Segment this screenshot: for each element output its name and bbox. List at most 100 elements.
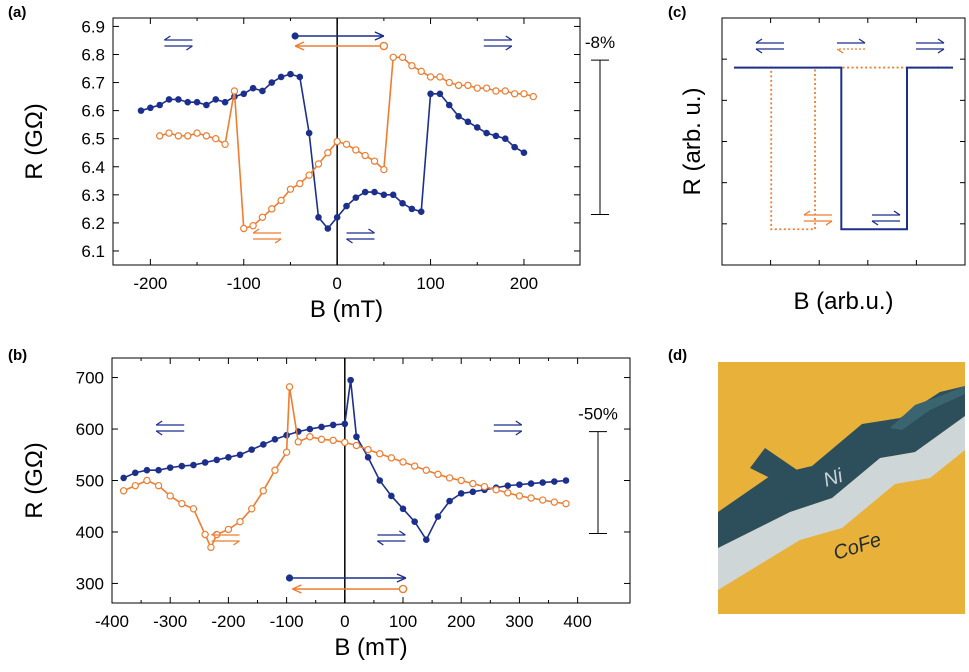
- data-point: [527, 494, 535, 502]
- data-point: [473, 124, 481, 131]
- data-point: [341, 420, 349, 428]
- data-point: [445, 474, 454, 482]
- data-point: [271, 466, 279, 474]
- data-point: [492, 132, 500, 140]
- data-point: [175, 96, 182, 103]
- series-line-blue: [734, 66, 953, 231]
- direction-arrows-left-c-barb: [755, 38, 763, 44]
- data-point: [361, 151, 369, 160]
- data-point: [370, 157, 379, 165]
- data-point: [510, 90, 519, 98]
- data-point: [282, 448, 291, 456]
- data-point: [221, 98, 229, 106]
- data-point: [131, 481, 139, 490]
- domain-arrows-top-c: [836, 38, 866, 54]
- domain-arrows-blue-c: [871, 210, 901, 226]
- x-tick-label: -100: [270, 612, 304, 631]
- data-point: [207, 543, 215, 552]
- data-point: [143, 466, 151, 474]
- data-point: [353, 433, 360, 441]
- data-point: [201, 530, 209, 539]
- data-point: [492, 87, 500, 95]
- data-point: [422, 466, 430, 474]
- data-point: [178, 462, 186, 470]
- data-point: [550, 498, 559, 506]
- data-point: [504, 489, 512, 497]
- sweep-arrow-down-b-head: [292, 584, 302, 594]
- data-point: [190, 461, 197, 469]
- data-point: [259, 87, 266, 95]
- data-point: [285, 383, 294, 391]
- y-tick-label: 6.4: [81, 158, 105, 177]
- data-point: [324, 149, 332, 157]
- data-point: [516, 481, 523, 488]
- data-point: [184, 132, 192, 140]
- data-point: [426, 73, 435, 81]
- direction-arrows-left-c-barb: [755, 48, 763, 54]
- data-point: [193, 98, 201, 106]
- data-point: [492, 486, 500, 494]
- x-tick-label: 300: [505, 612, 533, 631]
- data-point: [445, 101, 453, 109]
- data-point: [352, 441, 361, 450]
- direction-arrows-left-a: [164, 35, 193, 51]
- data-point: [248, 446, 255, 453]
- data-point: [271, 436, 279, 443]
- domain-arrows-orange-c: [803, 210, 833, 226]
- sweep-arrow-down-a-head: [294, 41, 305, 51]
- x-tick-label: -400: [95, 612, 129, 631]
- y-tick-label: 600: [76, 420, 104, 439]
- data-point: [212, 96, 220, 103]
- device-sketch: [718, 362, 965, 614]
- sweep-arrow-up-a-tail: [291, 32, 299, 40]
- direction-arrows-right-a: [483, 35, 513, 51]
- y-axis-label: R (GΩ): [21, 103, 48, 180]
- data-point: [364, 454, 372, 461]
- scale-bar: [589, 431, 607, 535]
- data-point: [464, 118, 472, 126]
- data-point: [434, 470, 442, 479]
- data-point: [259, 487, 268, 495]
- data-point: [166, 492, 174, 500]
- domain-arrows-blue-a-barb: [368, 228, 375, 234]
- y-axis-label: R (arb. u.): [679, 87, 706, 195]
- data-point: [119, 487, 128, 495]
- data-point: [189, 505, 198, 513]
- y-tick-label: 300: [76, 574, 104, 593]
- data-point: [247, 505, 256, 513]
- data-point: [398, 53, 407, 61]
- data-point: [417, 67, 425, 76]
- sweep-arrow-up-a-head: [374, 31, 385, 41]
- x-axis-label: B (mT): [334, 634, 407, 661]
- data-point: [258, 213, 267, 221]
- sweep-arrow-down-a-tail: [379, 41, 389, 51]
- data-point: [305, 129, 313, 137]
- device-layers: [718, 362, 965, 614]
- data-point: [240, 224, 248, 233]
- data-point: [324, 225, 332, 232]
- direction-arrows-right-a-barb: [505, 35, 513, 41]
- sweep-arrow-up-b: [285, 573, 407, 583]
- domain-arrows-orange-b: [211, 530, 240, 546]
- data-point: [504, 482, 512, 489]
- data-point: [417, 208, 425, 215]
- panel-a: [112, 17, 609, 266]
- data-point: [165, 129, 173, 137]
- y-tick-label: 6.1: [81, 242, 105, 261]
- data-point: [315, 213, 322, 221]
- data-point: [520, 149, 528, 157]
- y-tick-label: 700: [76, 369, 104, 388]
- data-point: [454, 81, 463, 90]
- data-point: [538, 496, 547, 504]
- plot-frame: [721, 17, 966, 266]
- domain-arrows-orange-a-barb: [252, 228, 260, 234]
- data-point: [249, 84, 257, 92]
- scale-bar-label: -50%: [578, 405, 618, 424]
- sweep-arrow-up-b-tail: [285, 574, 294, 582]
- data-point: [317, 435, 326, 444]
- sweep-arrow-down-a: [294, 41, 389, 51]
- data-point: [387, 454, 396, 462]
- data-point: [201, 459, 209, 466]
- direction-arrows-left-c: [755, 38, 784, 54]
- x-tick-label: -200: [211, 612, 245, 631]
